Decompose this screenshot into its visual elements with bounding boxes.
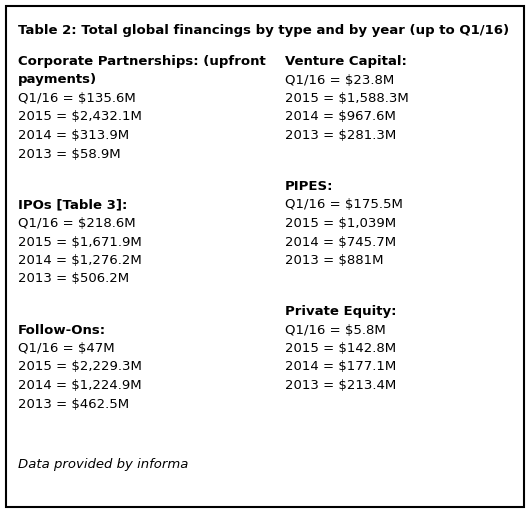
Text: 2013 = $462.5M: 2013 = $462.5M <box>18 398 129 410</box>
Text: 2015 = $142.8M: 2015 = $142.8M <box>285 342 396 355</box>
Text: 2015 = $2,229.3M: 2015 = $2,229.3M <box>18 361 142 373</box>
Text: 2015 = $1,039M: 2015 = $1,039M <box>285 217 396 230</box>
Text: 2014 = $177.1M: 2014 = $177.1M <box>285 361 396 373</box>
Text: 2013 = $213.4M: 2013 = $213.4M <box>285 379 396 392</box>
Text: 2013 = $506.2M: 2013 = $506.2M <box>18 272 129 286</box>
Text: Table 2: Total global financings by type and by year (up to Q1/16): Table 2: Total global financings by type… <box>18 24 509 37</box>
Text: Q1/16 = $23.8M: Q1/16 = $23.8M <box>285 73 394 87</box>
Text: 2014 = $313.9M: 2014 = $313.9M <box>18 129 129 142</box>
Text: 2015 = $1,671.9M: 2015 = $1,671.9M <box>18 235 142 248</box>
Text: payments): payments) <box>18 73 97 87</box>
Text: Q1/16 = $218.6M: Q1/16 = $218.6M <box>18 217 136 230</box>
Text: 2013 = $58.9M: 2013 = $58.9M <box>18 148 121 161</box>
Text: Follow-Ons:: Follow-Ons: <box>18 324 106 337</box>
Text: 2014 = $1,276.2M: 2014 = $1,276.2M <box>18 254 142 267</box>
Text: IPOs [Table 3]:: IPOs [Table 3]: <box>18 199 127 211</box>
Text: Venture Capital:: Venture Capital: <box>285 55 407 68</box>
Text: 2014 = $967.6M: 2014 = $967.6M <box>285 110 396 124</box>
Text: 2013 = $281.3M: 2013 = $281.3M <box>285 129 396 142</box>
Text: 2015 = $1,588.3M: 2015 = $1,588.3M <box>285 92 409 105</box>
Text: Q1/16 = $5.8M: Q1/16 = $5.8M <box>285 324 386 337</box>
Text: Data provided by informa: Data provided by informa <box>18 458 188 471</box>
Text: 2014 = $745.7M: 2014 = $745.7M <box>285 235 396 248</box>
Text: PIPES:: PIPES: <box>285 180 333 193</box>
Text: 2015 = $2,432.1M: 2015 = $2,432.1M <box>18 110 142 124</box>
Text: Corporate Partnerships: (upfront: Corporate Partnerships: (upfront <box>18 55 266 68</box>
Text: 2014 = $1,224.9M: 2014 = $1,224.9M <box>18 379 142 392</box>
Text: Private Equity:: Private Equity: <box>285 305 396 318</box>
Text: Q1/16 = $175.5M: Q1/16 = $175.5M <box>285 199 403 211</box>
Text: 2013 = $881M: 2013 = $881M <box>285 254 384 267</box>
Text: Q1/16 = $135.6M: Q1/16 = $135.6M <box>18 92 136 105</box>
Text: Q1/16 = $47M: Q1/16 = $47M <box>18 342 114 355</box>
